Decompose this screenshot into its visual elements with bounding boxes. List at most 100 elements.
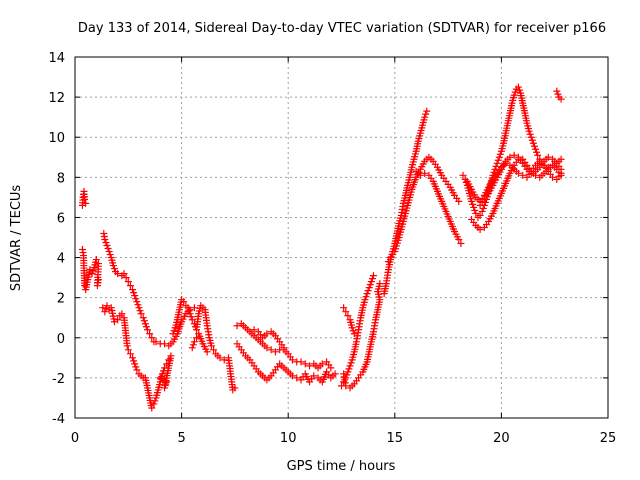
data-point (534, 151, 542, 159)
x-tick-label: 20 (493, 431, 510, 446)
data-point (216, 354, 224, 362)
data-point (81, 195, 89, 203)
x-tick-label: 5 (177, 431, 185, 446)
data-point (459, 171, 467, 179)
data-point (490, 168, 498, 176)
series-arc-c (99, 302, 175, 412)
data-point (472, 209, 480, 217)
data-point (126, 282, 134, 290)
data-point (180, 298, 188, 306)
data-point (549, 173, 557, 181)
y-tick-label: 10 (48, 131, 65, 146)
data-point (479, 204, 487, 212)
data-point (528, 136, 536, 144)
data-point (220, 356, 228, 364)
data-point (169, 330, 177, 338)
data-point (86, 266, 94, 274)
data-point (188, 316, 196, 324)
axis-ticks: 0 5 10 15 20 25 -4 -2 0 2 4 6 8 10 12 14 (48, 51, 616, 446)
data-point (469, 200, 477, 208)
data-point (363, 290, 371, 298)
data-point (271, 348, 279, 356)
data-point (544, 153, 552, 161)
y-axis-label: SDTVAR / TECUs (9, 185, 24, 292)
x-tick-label: 25 (600, 431, 617, 446)
y-tick-label: 2 (57, 292, 65, 307)
data-point (506, 153, 514, 161)
data-point (365, 284, 373, 292)
x-tick-label: 0 (71, 431, 79, 446)
data-point (126, 350, 134, 358)
x-tick-label: 10 (280, 431, 297, 446)
data-point (190, 304, 198, 312)
data-point (135, 304, 143, 312)
data-point (344, 368, 352, 376)
data-point (347, 359, 355, 367)
data-point (152, 338, 160, 346)
gridlines (75, 57, 608, 418)
data-point (156, 374, 164, 382)
data-point (492, 162, 500, 170)
data-point (165, 356, 173, 364)
data-point (327, 364, 335, 372)
data-point (188, 344, 196, 352)
data-point (139, 314, 147, 322)
data-point (288, 372, 296, 380)
data-point (193, 334, 201, 342)
data-point (184, 304, 192, 312)
data-point (132, 295, 140, 303)
data-point (89, 267, 97, 275)
data-point (530, 142, 538, 150)
data-point (491, 165, 499, 173)
data-point (151, 397, 159, 405)
data-point (130, 357, 138, 365)
y-tick-label: -2 (52, 372, 65, 387)
data-point (297, 358, 305, 366)
data-point (468, 197, 476, 205)
data-point (114, 316, 122, 324)
data-point (131, 292, 139, 300)
data-point (455, 197, 463, 205)
data-point (529, 139, 537, 147)
data-point (421, 113, 429, 121)
series-arc-d (169, 296, 239, 394)
series-arc-g (380, 107, 465, 298)
data-point (129, 354, 137, 362)
data-point (148, 404, 156, 412)
y-tick-label: 8 (57, 171, 65, 186)
series-arc-a (78, 187, 102, 294)
data-point (421, 169, 429, 177)
data-point (510, 91, 518, 99)
data-point (103, 242, 111, 250)
data-point (102, 239, 110, 247)
data-point (263, 344, 271, 352)
data-point (366, 281, 374, 289)
data-point (510, 151, 518, 159)
data-point (161, 340, 169, 348)
y-tick-label: 6 (57, 211, 65, 226)
data-point (557, 95, 565, 103)
data-point (416, 171, 424, 179)
data-point (494, 156, 502, 164)
data-point (136, 307, 144, 315)
x-axis-label: GPS time / hours (287, 459, 396, 474)
data-point (143, 326, 151, 334)
data-point (94, 276, 102, 284)
data-point (233, 322, 241, 330)
data-point (318, 360, 326, 368)
data-point (210, 346, 218, 354)
data-point (101, 308, 109, 316)
data-point (342, 382, 350, 390)
data-point (369, 272, 377, 280)
data-point (118, 310, 126, 318)
data-point (306, 362, 314, 370)
data-point (493, 159, 501, 167)
data-point (288, 356, 296, 364)
data-point (376, 280, 384, 288)
data-point (533, 148, 541, 156)
data-point (346, 362, 354, 370)
data-point (519, 171, 527, 179)
data-point (114, 270, 122, 278)
data-point (476, 225, 484, 233)
